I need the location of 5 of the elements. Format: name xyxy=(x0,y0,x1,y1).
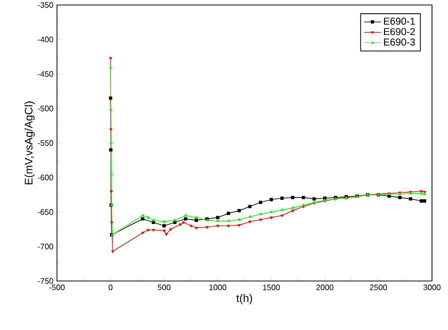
legend-label: E690-3 xyxy=(384,38,415,46)
legend-label: E690-1 xyxy=(384,18,415,25)
x-axis-title: t(h) xyxy=(236,294,252,304)
legend-label: E690-2 xyxy=(384,28,415,36)
y-axis-title: E(mV,vsAg/AgCl) xyxy=(24,102,35,184)
